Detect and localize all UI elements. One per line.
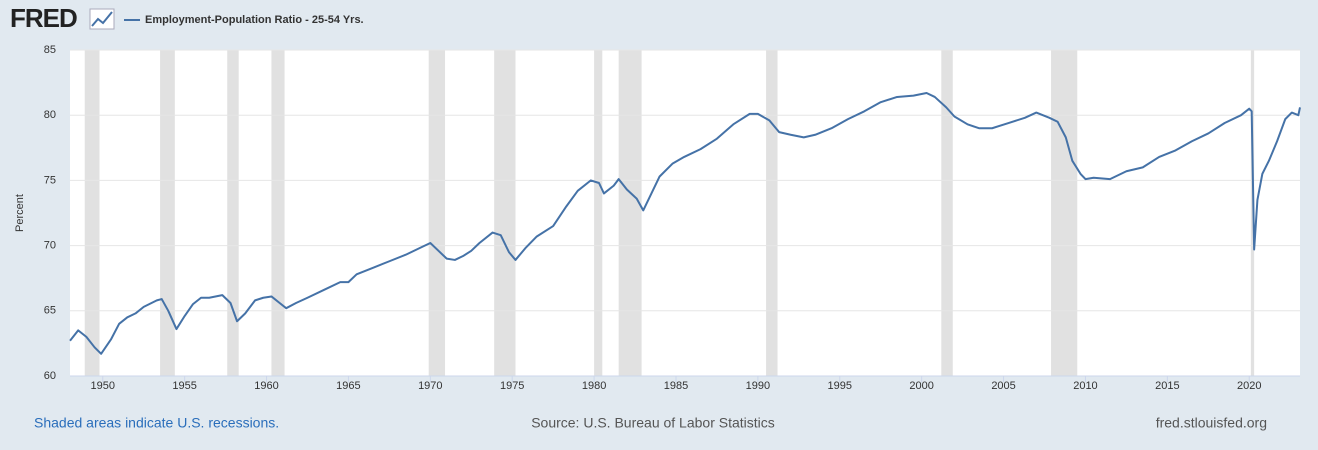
y-tick-label: 65 [44, 305, 56, 317]
y-axis-label: Percent [14, 194, 26, 232]
x-tick-label: 1955 [172, 380, 196, 392]
series-line [69, 92, 1301, 355]
recession-note[interactable]: Shaded areas indicate U.S. recessions. [34, 415, 279, 431]
x-tick-label: 2020 [1237, 380, 1261, 392]
x-tick-label: 1975 [500, 380, 524, 392]
recession-band [494, 50, 516, 376]
x-tick-label: 1980 [582, 380, 606, 392]
plot-area [70, 50, 1300, 376]
recession-band [271, 50, 285, 376]
recession-band [766, 50, 778, 376]
plot: 60 65 70 75 80 85 1950 1955 1960 1965 1970 1975 1980… [44, 44, 1301, 392]
recession-band [227, 50, 239, 376]
recession-band [618, 50, 642, 376]
x-tick-label: 1960 [254, 380, 278, 392]
y-tick-label: 85 [44, 44, 56, 56]
source: Source: U.S. Bureau of Labor Statistics [531, 415, 775, 431]
recession-band [428, 50, 446, 376]
recession-band [84, 50, 100, 376]
recession-band [1051, 50, 1078, 376]
x-tick-label: 1990 [746, 380, 770, 392]
x-tick-label: 1950 [91, 380, 115, 392]
recession-band [160, 50, 175, 376]
x-tick-label: 2010 [1073, 380, 1097, 392]
y-tick-label: 80 [44, 109, 56, 121]
y-tick-label: 70 [44, 240, 56, 252]
logo[interactable]: FRED [10, 3, 78, 33]
site[interactable]: fred.stlouisfed.org [1156, 415, 1267, 431]
recession-band [941, 50, 953, 376]
x-tick-label: 2005 [991, 380, 1015, 392]
x-tick-label: 1965 [336, 380, 360, 392]
x-tick-label: 1985 [664, 380, 688, 392]
y-tick-label: 75 [44, 174, 56, 186]
x-tick-label: 1970 [418, 380, 442, 392]
logo-icon [89, 8, 115, 30]
recession-band [594, 50, 603, 376]
legend-label: Employment-Population Ratio - 25-54 Yrs. [145, 14, 364, 26]
x-tick-label: 1995 [828, 380, 852, 392]
x-tick-label: 2015 [1155, 380, 1179, 392]
x-tick-label: 2000 [909, 380, 933, 392]
y-tick-label: 60 [44, 370, 56, 382]
